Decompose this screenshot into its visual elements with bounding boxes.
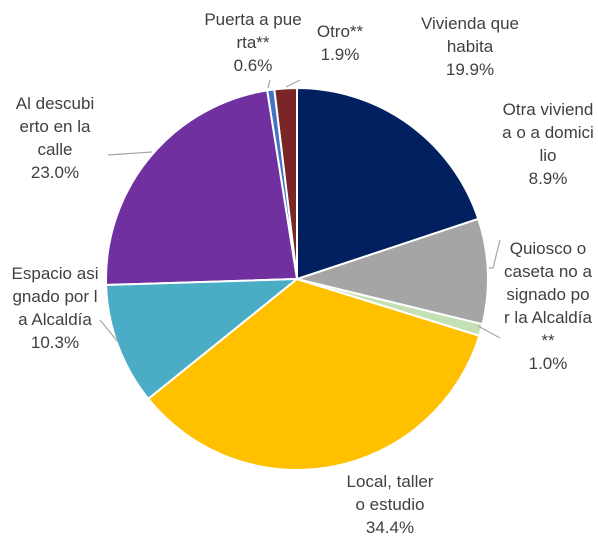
data-label: Local, taller o estudio 34.4% <box>340 470 440 539</box>
leader-line <box>99 319 119 343</box>
data-label: Otro** 1.9% <box>305 20 375 66</box>
pie-slice <box>146 277 481 471</box>
pie-slice <box>105 89 299 287</box>
pie-slice <box>105 277 300 401</box>
leader-line <box>489 239 501 269</box>
category-label: Local, taller o estudio <box>346 472 434 514</box>
leader-line <box>285 79 301 88</box>
value-label: 10.3% <box>30 333 80 352</box>
data-label: Espacio asignado por la Alcaldía 10.3% <box>9 262 101 354</box>
value-label: 8.9% <box>528 169 568 188</box>
data-label: Otra vivienda o a domicilio 8.9% <box>502 98 594 190</box>
data-label: Vivienda que habita 19.9% <box>420 12 520 81</box>
pie-slice <box>293 217 489 326</box>
category-label: Quiosco o caseta no asignado por la Alca… <box>504 239 592 350</box>
value-label: 0.6% <box>233 56 273 75</box>
data-label: Quiosco o caseta no asignado por la Alca… <box>504 237 592 375</box>
leader-line <box>477 325 501 339</box>
value-label: 1.0% <box>528 354 568 373</box>
value-label: 34.4% <box>365 518 415 537</box>
pie-slice <box>296 86 480 281</box>
category-label: Otra vivienda o a domicilio <box>502 100 594 165</box>
value-label: 23.0% <box>30 163 80 182</box>
category-label: Otro** <box>316 22 364 41</box>
category-label: Vivienda que habita <box>421 14 519 56</box>
category-label: Espacio asignado por la Alcaldía <box>11 264 99 329</box>
value-label: 19.9% <box>445 60 495 79</box>
category-label: Al descubierto en la calle <box>15 94 95 159</box>
leader-line <box>267 79 271 89</box>
data-label: Al descubierto en la calle 23.0% <box>13 92 97 184</box>
leader-line <box>107 151 153 156</box>
data-label: Puerta a puerta** 0.6% <box>203 8 303 77</box>
value-label: 1.9% <box>320 45 360 64</box>
category-label: Puerta a puerta** <box>204 10 302 52</box>
leader-lines <box>99 79 501 343</box>
